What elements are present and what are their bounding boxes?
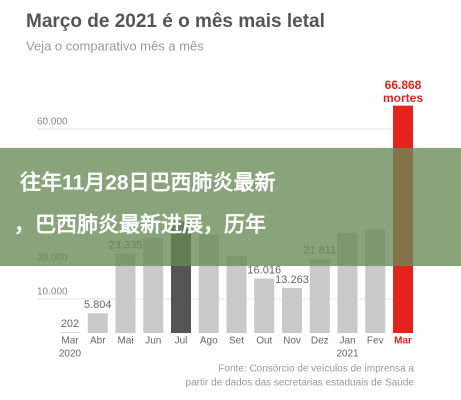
year-label: 2021: [336, 349, 359, 360]
unit-label: mortes: [383, 91, 423, 105]
x-tick-label: Mar: [61, 336, 79, 347]
x-tick-label: Dez: [311, 336, 329, 347]
source-line: partir de dados das secretarias estaduai…: [186, 378, 415, 389]
x-tick-label: Jul: [175, 336, 188, 347]
bar: [226, 256, 247, 333]
overlay-text: ，巴西肺炎最新进展，历年: [14, 213, 266, 237]
x-tick-label: Set: [229, 336, 244, 347]
x-tick-label: Ago: [200, 336, 218, 347]
bar: [60, 332, 80, 333]
source-line: Fonte: Consórcio de veículos de imprensa…: [218, 364, 414, 375]
y-tick-label: 60.000: [37, 117, 68, 128]
bar: [115, 253, 136, 333]
overlay-band: [0, 148, 461, 266]
year-label: 2020: [59, 349, 82, 360]
bar: [282, 287, 302, 333]
bar: [87, 313, 108, 333]
x-tick-label: Out: [256, 336, 272, 347]
x-tick-label: Abr: [90, 336, 106, 347]
y-tick-label: 10.000: [37, 287, 68, 298]
overlay-text: 往年11月28日巴西肺炎最新: [20, 171, 276, 195]
x-tick-label: Mai: [117, 336, 133, 347]
bar: [309, 258, 330, 333]
value-label: 66.868: [385, 78, 422, 92]
x-tick-label: Fev: [367, 336, 384, 347]
value-label: 16.016: [247, 264, 281, 276]
x-tick-label: Mar: [394, 336, 412, 347]
x-tick-label: Jan: [339, 336, 355, 347]
chart-subtitle: Veja o comparativo mês a mês: [26, 38, 204, 53]
bar: [254, 278, 275, 333]
value-label: 13.263: [275, 274, 309, 286]
value-label: 202: [61, 318, 79, 330]
chart-title: Março de 2021 é o mês mais letal: [26, 11, 325, 32]
value-label: 5.804: [84, 299, 112, 311]
x-tick-label: Jun: [145, 336, 161, 347]
x-tick-label: Nov: [283, 336, 301, 347]
